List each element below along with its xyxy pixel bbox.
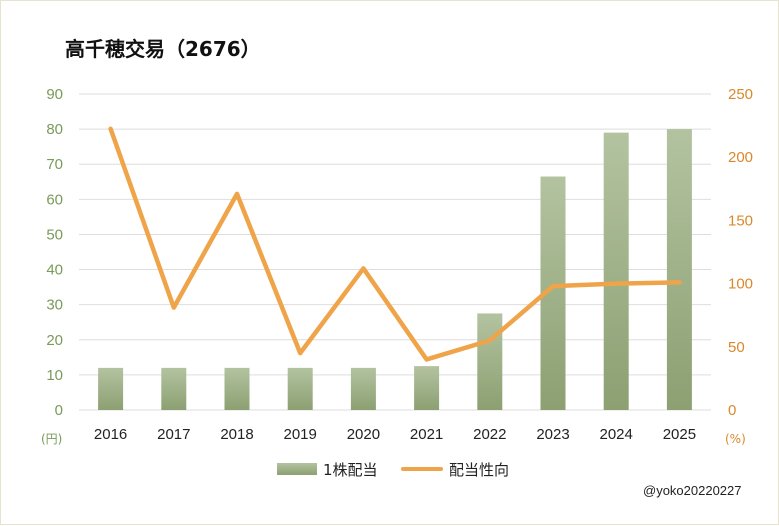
right-axis-ticks: 0 50 100 150 200 250 <box>728 86 753 419</box>
right-tick-label: 100 <box>728 276 753 293</box>
dividend-bar <box>414 366 439 410</box>
left-tick-label: 60 <box>46 191 63 208</box>
x-tick-label: 2024 <box>600 426 633 443</box>
left-tick-label: 90 <box>46 86 63 103</box>
dividend-bar <box>477 313 502 410</box>
x-tick-label: 2022 <box>473 426 506 443</box>
x-axis-ticks: 2016 2017 2018 2019 2020 2021 2022 2023 2024 2025 <box>94 426 696 443</box>
left-tick-label: 50 <box>46 226 63 243</box>
legend-bar-swatch <box>277 463 317 475</box>
chart-title: 高千穂交易（2676） <box>65 37 261 61</box>
right-axis-unit: (%) <box>725 432 746 446</box>
left-tick-label: 40 <box>46 262 63 279</box>
x-tick-label: 2020 <box>347 426 380 443</box>
credit-text: @yoko20220227 <box>643 483 742 498</box>
right-tick-label: 50 <box>728 339 745 356</box>
x-tick-label: 2016 <box>94 426 127 443</box>
dividend-bar <box>161 368 186 410</box>
dividend-bar <box>667 129 692 410</box>
x-tick-label: 2021 <box>410 426 443 443</box>
left-axis-unit: (円) <box>41 432 62 446</box>
left-axis-ticks: 0 10 20 30 40 50 60 70 80 90 <box>46 86 63 419</box>
right-tick-label: 200 <box>728 149 753 166</box>
right-tick-label: 250 <box>728 86 753 103</box>
left-tick-label: 10 <box>46 367 63 384</box>
x-tick-label: 2025 <box>663 426 696 443</box>
left-tick-label: 80 <box>46 121 63 138</box>
left-tick-label: 0 <box>55 402 63 419</box>
dividend-bar <box>288 368 313 410</box>
x-tick-label: 2023 <box>536 426 569 443</box>
dividend-bar <box>604 133 629 410</box>
dividend-bar <box>351 368 376 410</box>
left-tick-label: 70 <box>46 156 63 173</box>
right-tick-label: 150 <box>728 212 753 229</box>
dividend-bar <box>225 368 250 410</box>
x-tick-label: 2018 <box>220 426 253 443</box>
x-tick-label: 2019 <box>284 426 317 443</box>
x-tick-label: 2017 <box>157 426 190 443</box>
left-tick-label: 30 <box>46 297 63 314</box>
right-tick-label: 0 <box>728 402 736 419</box>
legend-bar-label: 1株配当 <box>323 461 378 479</box>
payout-ratio-polyline <box>111 129 680 360</box>
left-tick-label: 20 <box>46 332 63 349</box>
payout-ratio-line <box>111 129 680 360</box>
dividend-bar <box>98 368 123 410</box>
legend-line-label: 配当性向 <box>449 461 509 479</box>
legend: 1株配当 配当性向 <box>277 461 509 479</box>
